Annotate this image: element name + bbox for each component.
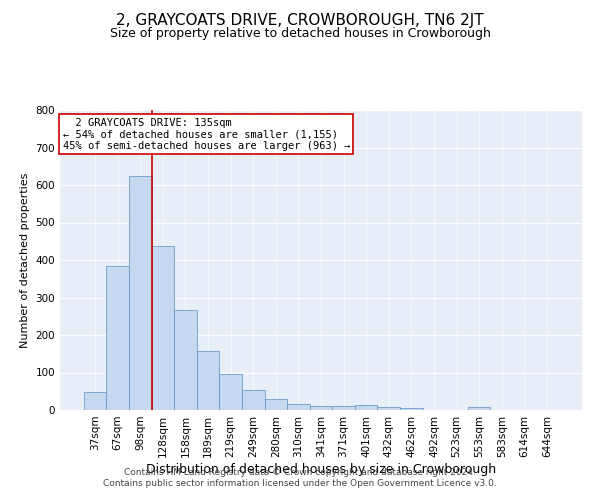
Bar xyxy=(468,407,490,410)
Bar xyxy=(265,399,287,410)
Text: 2, GRAYCOATS DRIVE, CROWBOROUGH, TN6 2JT: 2, GRAYCOATS DRIVE, CROWBOROUGH, TN6 2JT xyxy=(116,12,484,28)
Bar xyxy=(152,246,174,410)
Text: 2 GRAYCOATS DRIVE: 135sqm
← 54% of detached houses are smaller (1,155)
45% of se: 2 GRAYCOATS DRIVE: 135sqm ← 54% of detac… xyxy=(62,118,350,150)
Y-axis label: Number of detached properties: Number of detached properties xyxy=(20,172,30,348)
Text: Size of property relative to detached houses in Crowborough: Size of property relative to detached ho… xyxy=(110,28,490,40)
Bar xyxy=(377,406,400,410)
Bar xyxy=(220,374,242,410)
Bar xyxy=(129,176,152,410)
Text: Contains HM Land Registry data © Crown copyright and database right 2024.
Contai: Contains HM Land Registry data © Crown c… xyxy=(103,468,497,487)
Bar xyxy=(287,404,310,410)
Bar xyxy=(174,310,197,410)
Bar xyxy=(332,406,355,410)
X-axis label: Distribution of detached houses by size in Crowborough: Distribution of detached houses by size … xyxy=(146,462,496,475)
Bar xyxy=(106,266,129,410)
Bar xyxy=(355,405,377,410)
Bar xyxy=(242,390,265,410)
Bar xyxy=(400,408,422,410)
Bar xyxy=(84,392,106,410)
Bar xyxy=(310,406,332,410)
Bar xyxy=(197,351,220,410)
